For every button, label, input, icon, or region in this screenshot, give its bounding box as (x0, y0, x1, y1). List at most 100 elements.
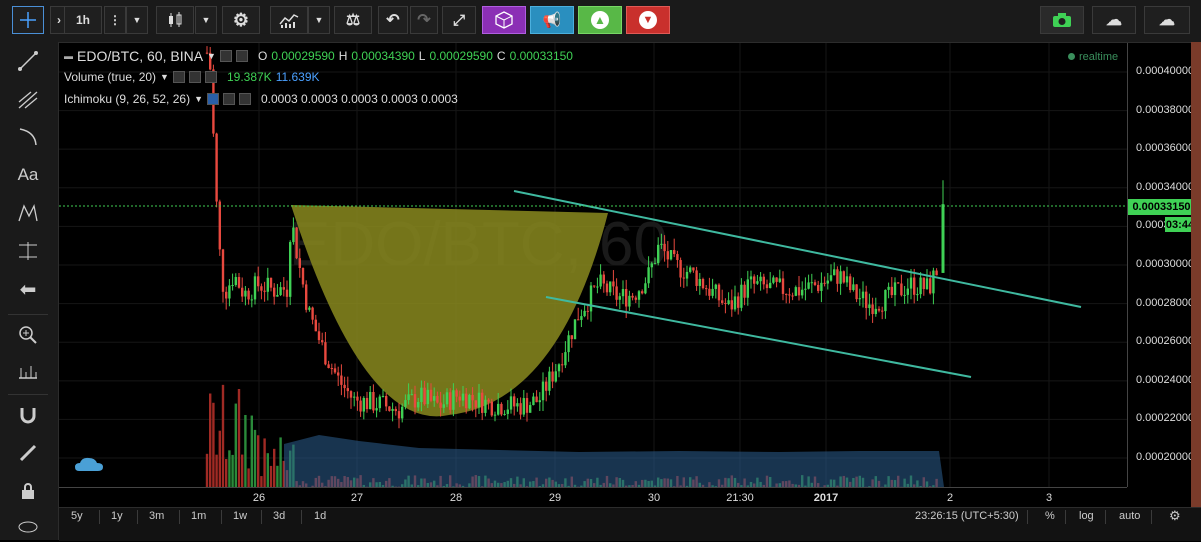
chevron-down-icon[interactable]: ▼ (194, 94, 203, 104)
measure-tool[interactable] (10, 356, 46, 386)
indicators-dropdown[interactable]: ▼ (308, 6, 330, 34)
lock-tool[interactable] (10, 476, 46, 506)
announce-button[interactable]: 📢 (530, 6, 574, 34)
symbol-name[interactable]: EDO/BTC, 60, BINA (77, 48, 203, 64)
fullscreen-button[interactable]: ⤢ (442, 6, 476, 34)
candle-body (529, 405, 531, 413)
interval-dropdown[interactable]: ▼ (126, 6, 148, 34)
hide-square-icon[interactable] (223, 93, 235, 105)
candle-body (251, 299, 253, 300)
candle-body (359, 401, 361, 412)
volume-bar (270, 466, 272, 487)
candle-body (724, 303, 726, 304)
candle-body (657, 245, 659, 263)
log-toggle[interactable]: log (1079, 510, 1094, 522)
range-1m[interactable]: 1m (191, 510, 206, 522)
candle-body (532, 397, 534, 406)
magnet-tool[interactable] (10, 400, 46, 430)
hide-square-icon[interactable] (189, 71, 201, 83)
volume-bar (257, 435, 259, 487)
chevron-down-icon[interactable]: ▼ (160, 72, 169, 82)
top-toolbar: › 1h ⋮ ▼ ▼ ⚙ ▼ ⚖ ↶ ↷ ⤢ 📢 ▲ ▼ ☁ ☁ (0, 0, 1201, 43)
camera-icon (1052, 12, 1072, 28)
buy-button[interactable]: ▲ (578, 6, 622, 34)
text-tool[interactable]: Aa (10, 160, 46, 190)
price-chart[interactable]: EDO/BTC, 60 (59, 43, 1127, 487)
candle-body (859, 298, 861, 299)
price-tick: 0.00028000 (1136, 297, 1194, 309)
settings-square-icon[interactable] (207, 93, 219, 105)
candle-body (417, 402, 419, 407)
snapshot-button[interactable] (1040, 6, 1084, 34)
volume-bar (231, 455, 233, 487)
candle-body (507, 410, 509, 414)
candle-body (926, 278, 928, 289)
brush-tool[interactable] (10, 122, 46, 152)
fib-tool[interactable] (10, 84, 46, 114)
clock: 23:26:15 (UTC+5:30) (915, 510, 1019, 522)
range-3m[interactable]: 3m (149, 510, 164, 522)
collapse-icon[interactable]: ▬ (64, 51, 73, 61)
candle-body (711, 289, 713, 296)
chevron-down-icon[interactable]: ▼ (207, 51, 216, 61)
candle-body (420, 388, 422, 402)
candle-body (884, 290, 886, 311)
load-button[interactable]: ☁ (1092, 6, 1136, 34)
range-1d[interactable]: 1d (314, 510, 326, 522)
range-3d[interactable]: 3d (273, 510, 285, 522)
remove-tool[interactable]: ⬅ (10, 274, 46, 304)
save-button[interactable]: ☁ (1144, 6, 1190, 34)
settings-square-icon[interactable] (220, 50, 232, 62)
settings-button[interactable]: ⚙ (222, 6, 260, 34)
bar-style-button[interactable] (156, 6, 194, 34)
trend-line-tool[interactable] (10, 46, 46, 76)
candle-body (430, 390, 432, 401)
candle-body (900, 284, 902, 296)
redo-button[interactable]: ↷ (410, 6, 438, 34)
redo-icon: ↷ (417, 10, 430, 30)
prediction-tool[interactable] (10, 236, 46, 266)
close-square-icon[interactable] (239, 93, 251, 105)
sell-button[interactable]: ▼ (626, 6, 670, 34)
ichimoku-label[interactable]: Ichimoku (9, 26, 52, 26) (64, 92, 190, 106)
range-1y[interactable]: 1y (111, 510, 123, 522)
percent-toggle[interactable]: % (1045, 510, 1055, 522)
cloud-logo-icon[interactable] (74, 455, 104, 473)
undo-button[interactable]: ↶ (378, 6, 408, 34)
candle-body (894, 282, 896, 295)
cube-button[interactable] (482, 6, 526, 34)
compare-button[interactable]: ⚖ (334, 6, 372, 34)
volume-label[interactable]: Volume (true, 20) (64, 70, 156, 84)
zoom-tool[interactable] (10, 320, 46, 350)
bar-style-dropdown[interactable]: ▼ (195, 6, 217, 34)
range-5y[interactable]: 5y (71, 510, 83, 522)
candle-body (580, 316, 582, 320)
gear-icon[interactable]: ⚙ (1169, 508, 1181, 524)
crosshair-button[interactable] (12, 6, 44, 34)
range-1w[interactable]: 1w (233, 510, 247, 522)
candle-body (619, 296, 621, 300)
candle-body (759, 277, 761, 281)
hide-tool[interactable] (10, 512, 46, 542)
interval-button[interactable]: 1h (64, 6, 102, 34)
candle-body (308, 308, 310, 310)
stay-in-draw-tool[interactable] (10, 438, 46, 468)
scale-icon: ⚖ (346, 10, 360, 30)
candle-body (468, 395, 470, 408)
toolbar-divider (8, 394, 48, 395)
candle-body (283, 287, 285, 290)
settings-square-icon[interactable] (173, 71, 185, 83)
candle-body (932, 271, 934, 294)
hide-square-icon[interactable] (236, 50, 248, 62)
more-options-button[interactable]: ⋮ (104, 6, 126, 34)
pattern-tool[interactable] (10, 198, 46, 228)
volume-bar (267, 453, 269, 487)
candle-body (871, 304, 873, 314)
close-square-icon[interactable] (205, 71, 217, 83)
auto-toggle[interactable]: auto (1119, 510, 1140, 522)
indicators-button[interactable] (270, 6, 308, 34)
candle-body (647, 267, 649, 283)
ichimoku-values: 0.0003 0.0003 0.0003 0.0003 0.0003 (261, 92, 458, 106)
